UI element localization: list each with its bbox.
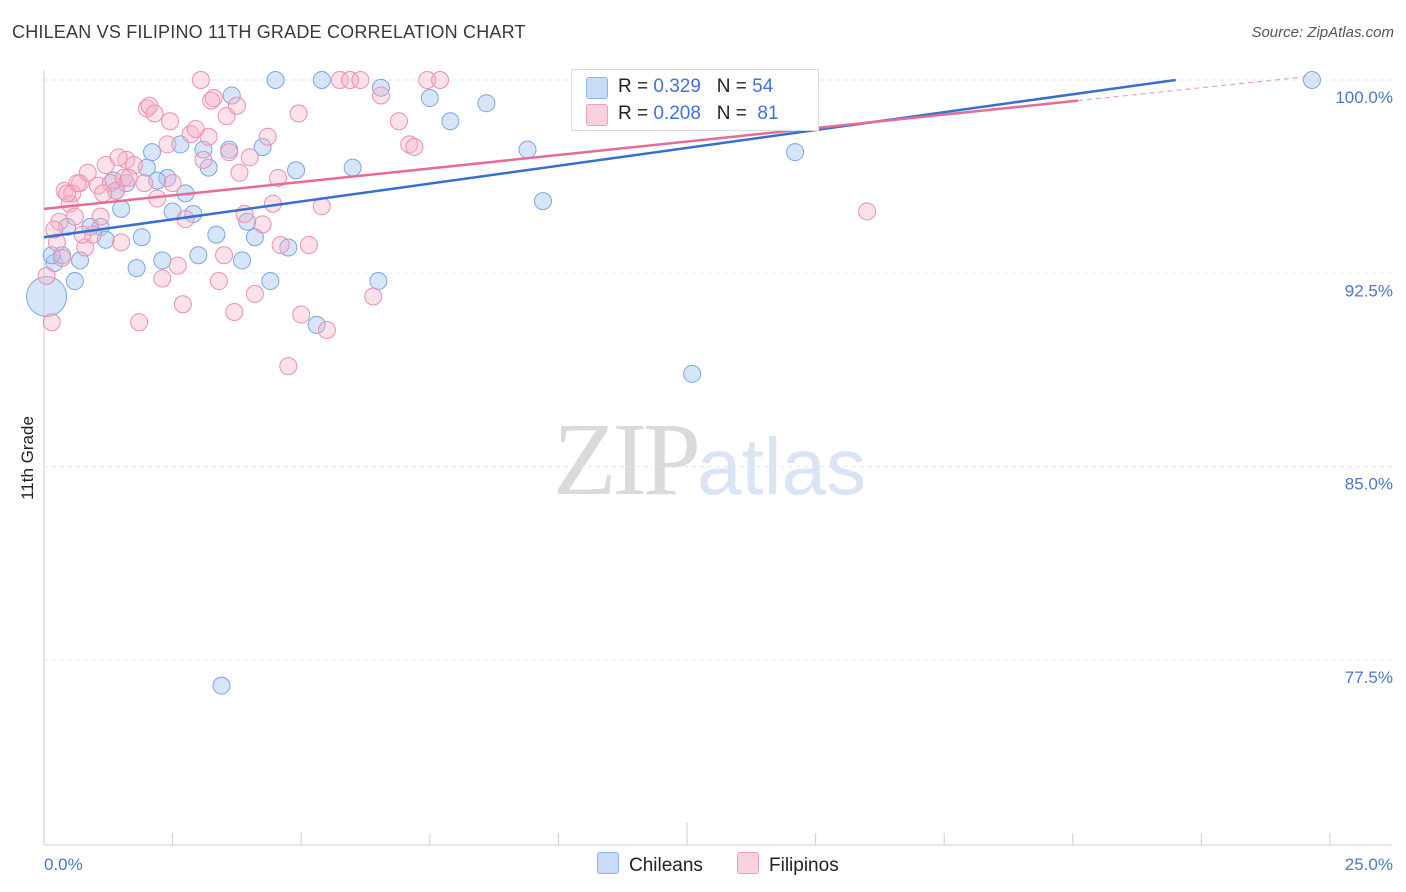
filipinos-point	[154, 270, 171, 287]
filipinos-point	[200, 128, 217, 145]
chileans-point	[478, 95, 495, 112]
chileans-point	[370, 273, 387, 290]
legend-swatch-filipinos	[586, 104, 608, 126]
filipinos-point	[54, 249, 71, 266]
chileans-point	[133, 229, 150, 246]
bottom-legend-swatch-chileans	[597, 852, 619, 874]
filipinos-point	[113, 234, 130, 251]
chileans-point	[128, 260, 145, 277]
chileans-point	[519, 141, 536, 158]
chileans-point	[213, 677, 230, 694]
filipinos-point	[95, 185, 112, 202]
y-tick-label: 85.0%	[1345, 475, 1393, 494]
filipinos-point	[110, 149, 127, 166]
chileans-point	[787, 144, 804, 161]
chileans-point	[313, 72, 330, 89]
filipinos-point	[66, 208, 83, 225]
bottom-legend-label-chileans: Chileans	[629, 855, 703, 876]
filipinos-point	[131, 314, 148, 331]
filipinos-point	[859, 203, 876, 220]
y-tick-label: 92.5%	[1345, 281, 1393, 300]
legend-r-label: R =	[618, 76, 653, 97]
filipinos-point	[59, 185, 76, 202]
filipinos-point	[272, 236, 289, 253]
legend-n-label: N =	[717, 103, 752, 124]
filipinos-point	[136, 175, 153, 192]
chileans-point	[442, 113, 459, 130]
correlation-legend: R = 0.329 N = 54 R = 0.208 N = 81	[571, 69, 819, 131]
filipinos-point	[226, 303, 243, 320]
chileans-point	[262, 273, 279, 290]
y-axis-label: 11th Grade	[18, 416, 37, 500]
legend-n-value: 81	[757, 103, 778, 124]
filipinos-point	[246, 285, 263, 302]
filipinos-point	[210, 273, 227, 290]
legend-text-filipinos: R = 0.208 N = 81	[618, 103, 779, 125]
chileans-point	[267, 72, 284, 89]
filipinos-point	[169, 257, 186, 274]
chileans-point	[66, 273, 83, 290]
filipinos-point	[372, 87, 389, 104]
bottom-legend-label-filipinos: Filipinos	[769, 855, 839, 876]
legend-r-label: R =	[618, 103, 653, 124]
chileans-point	[534, 193, 551, 210]
legend-r-value: 0.329	[653, 76, 701, 97]
chileans-point	[113, 200, 130, 217]
filipinos-point	[228, 97, 245, 114]
filipinos-point	[365, 288, 382, 305]
filipinos-point	[390, 113, 407, 130]
filipinos-point	[280, 358, 297, 375]
filipinos-point	[293, 306, 310, 323]
filipinos-point	[352, 72, 369, 89]
filipinos-point	[231, 164, 248, 181]
bottom-legend-chileans: Chileans	[597, 852, 703, 877]
x-tick-label: 0.0%	[44, 855, 83, 874]
legend-r-value: 0.208	[653, 103, 701, 124]
filipinos-point	[259, 128, 276, 145]
filipinos-point	[43, 314, 60, 331]
chileans-point	[144, 144, 161, 161]
filipinos-point	[300, 236, 317, 253]
chileans-point	[208, 226, 225, 243]
chileans-point	[421, 90, 438, 107]
chileans-point	[190, 247, 207, 264]
y-tick-label: 100.0%	[1335, 88, 1393, 107]
chileans-point	[288, 162, 305, 179]
chileans-point	[684, 365, 701, 382]
x-tick-label: 25.0%	[1345, 855, 1393, 874]
chileans-point	[234, 252, 251, 269]
chileans-point	[154, 252, 171, 269]
scatter-chart: 100.0% 92.5% 85.0% 77.5% 0.0% 25.0% 11th Grade	[0, 0, 1406, 892]
filipinos-point	[159, 136, 176, 153]
filipinos-point	[38, 267, 55, 284]
legend-swatch-chileans	[586, 77, 608, 99]
filipinos-point	[120, 169, 137, 186]
bottom-legend-swatch-filipinos	[737, 852, 759, 874]
chileans-point	[1303, 72, 1320, 89]
legend-n-label: N =	[717, 76, 752, 97]
y-tick-label: 77.5%	[1345, 668, 1393, 687]
filipinos-point	[146, 105, 163, 122]
filipinos-point	[92, 208, 109, 225]
filipinos-point	[290, 105, 307, 122]
filipinos-point	[74, 226, 91, 243]
filipinos-point	[205, 90, 222, 107]
filipinos-point	[164, 175, 181, 192]
filipinos-point	[221, 144, 238, 161]
bottom-legend-filipinos: Filipinos	[737, 852, 839, 877]
filipinos-point	[432, 72, 449, 89]
filipinos-point	[216, 247, 233, 264]
legend-n-value: 54	[752, 76, 773, 97]
filipinos-point	[318, 322, 335, 339]
filipinos-point	[192, 72, 209, 89]
filipinos-point	[162, 113, 179, 130]
filipinos-point	[241, 149, 258, 166]
filipinos-point	[174, 296, 191, 313]
filipinos-point	[195, 151, 212, 168]
filipinos-point	[254, 216, 271, 233]
chileans-point	[344, 159, 361, 176]
filipinos-point	[406, 139, 423, 156]
legend-text-chileans: R = 0.329 N = 54	[618, 76, 773, 98]
